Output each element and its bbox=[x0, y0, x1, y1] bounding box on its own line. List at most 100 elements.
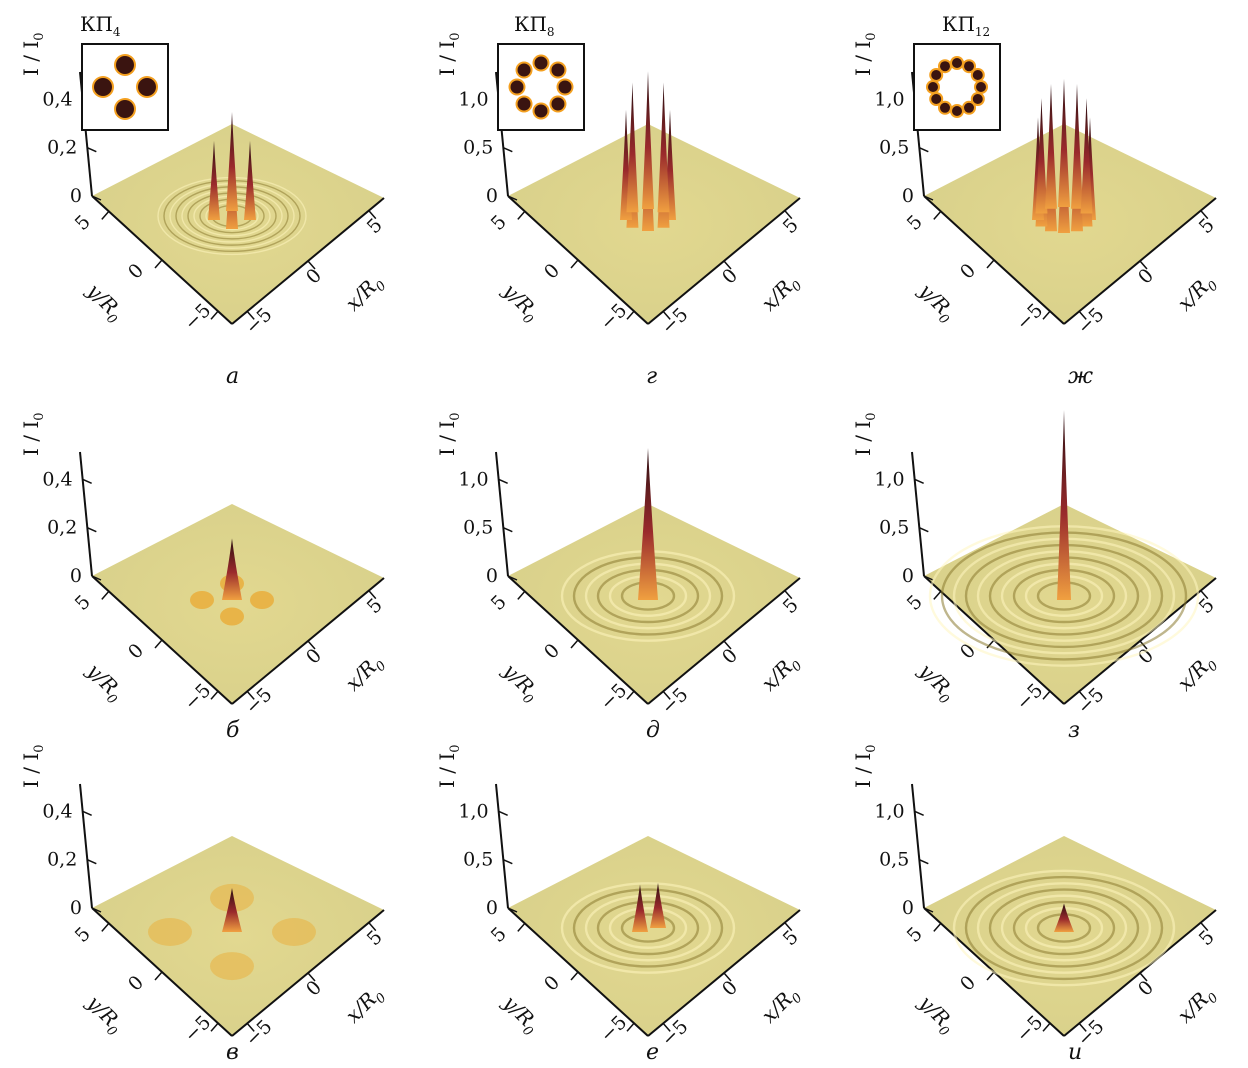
x-tick-label: 5 bbox=[1195, 214, 1219, 238]
surface-features bbox=[952, 869, 1176, 987]
z-axis-label: I / I0 bbox=[19, 32, 47, 76]
panel-a: 0 0,2 0,4 I / I0 5 0 −5 y/R0 −5 0 5 x/R0 КП4 а bbox=[0, 0, 416, 389]
y-tick-label: 0 bbox=[956, 259, 980, 283]
x-tick-label: 0 bbox=[718, 264, 742, 288]
x-axis-label: x/R0 bbox=[757, 269, 806, 318]
surface-features bbox=[157, 112, 307, 256]
y-tick bbox=[154, 971, 163, 981]
z-tick bbox=[87, 526, 97, 533]
intensity-peak bbox=[632, 884, 648, 932]
x-axis-label: x/R0 bbox=[341, 981, 390, 1030]
y-tick bbox=[626, 1022, 635, 1032]
z-tick-label: 0 bbox=[486, 565, 498, 587]
inset-spot bbox=[964, 102, 974, 113]
panel-label-c: в bbox=[226, 1040, 239, 1065]
x-tick bbox=[1078, 310, 1087, 320]
y-tick bbox=[517, 922, 526, 932]
y-tick-label: 5 bbox=[903, 923, 927, 947]
x-tick-label: 0 bbox=[1134, 264, 1158, 288]
z-tick bbox=[87, 858, 97, 865]
intensity-peak bbox=[1045, 83, 1057, 209]
z-tick bbox=[498, 810, 508, 816]
z-tick bbox=[507, 575, 518, 581]
panel-label-d: г bbox=[646, 364, 658, 389]
z-tick bbox=[91, 195, 102, 201]
z-tick-label: 1,0 bbox=[874, 468, 904, 490]
y-tick bbox=[626, 310, 635, 320]
x-tick bbox=[1200, 590, 1209, 600]
z-axis-label: I / I0 bbox=[851, 412, 879, 456]
intensity-peak bbox=[1058, 78, 1070, 207]
intensity-peak bbox=[1071, 83, 1083, 209]
z-axis-label: I / I0 bbox=[435, 32, 463, 76]
x-tick bbox=[1200, 922, 1209, 932]
z-tick-label: 1,0 bbox=[874, 88, 904, 110]
x-tick bbox=[1078, 690, 1087, 700]
z-tick-label: 0 bbox=[70, 565, 82, 587]
ripple-ring bbox=[560, 882, 736, 974]
z-axis-edge bbox=[495, 451, 509, 577]
column-title-kp8: КП8 bbox=[514, 12, 555, 39]
z-axis-label: I / I0 bbox=[851, 744, 879, 788]
x-tick-label: 0 bbox=[302, 976, 326, 1000]
inset-spot bbox=[510, 80, 524, 94]
inset-spot-pattern bbox=[913, 43, 1001, 131]
y-axis-label: y/R0 bbox=[911, 278, 961, 328]
y-axis-label: y/R0 bbox=[495, 658, 545, 708]
intensity-peak bbox=[650, 882, 666, 928]
panel-c: 0 0,2 0,4 I / I0 5 0 −5 y/R0 −5 0 5 x/R0 в bbox=[0, 712, 416, 1068]
column-title-kp4: КП4 bbox=[80, 12, 121, 39]
y-tick bbox=[154, 259, 163, 269]
panel-label-a: а bbox=[226, 364, 240, 389]
y-tick-label: 5 bbox=[487, 591, 511, 615]
surface-floor bbox=[924, 504, 1216, 704]
inset-spot bbox=[952, 106, 962, 116]
z-tick bbox=[507, 907, 518, 913]
x-tick bbox=[1139, 972, 1148, 982]
y-tick bbox=[210, 310, 219, 320]
x-tick bbox=[784, 922, 793, 932]
y-tick bbox=[210, 1022, 219, 1032]
y-tick bbox=[933, 922, 942, 932]
inset-spot bbox=[931, 70, 942, 80]
y-tick bbox=[626, 690, 635, 700]
y-tick-label: 0 bbox=[540, 639, 564, 663]
z-tick-label: 1,0 bbox=[874, 800, 904, 822]
panel-g: 0 0,5 1,0 I / I0 5 0 −5 y/R0 −5 0 5 x/R0 КП12 ж bbox=[832, 0, 1248, 389]
inset-spot bbox=[928, 82, 938, 92]
x-tick bbox=[723, 640, 732, 650]
inset-spot-pattern bbox=[497, 43, 585, 131]
column-title-kp12: КП12 bbox=[942, 12, 991, 39]
x-tick bbox=[246, 310, 255, 320]
y-tick bbox=[933, 590, 942, 600]
z-axis-label: I / I0 bbox=[19, 412, 47, 456]
z-tick bbox=[914, 478, 924, 484]
x-tick bbox=[246, 690, 255, 700]
panel-f: 0 0,5 1,0 I / I0 5 0 −5 y/R0 −5 0 5 x/R0 е bbox=[416, 712, 832, 1068]
panel-label-g: ж bbox=[1068, 364, 1094, 389]
surface-features bbox=[1032, 78, 1096, 233]
z-axis-edge bbox=[911, 451, 925, 577]
x-axis-label: x/R0 bbox=[1173, 649, 1222, 698]
panel-e: 0 0,5 1,0 I / I0 5 0 −5 y/R0 −5 0 5 x/R0 д bbox=[416, 380, 832, 743]
z-tick-label: 0 bbox=[902, 185, 914, 207]
inset-spot bbox=[94, 78, 112, 96]
z-tick bbox=[91, 575, 102, 581]
z-axis-label: I / I0 bbox=[435, 744, 463, 788]
side-lobe bbox=[220, 607, 244, 626]
z-axis-edge bbox=[79, 451, 93, 577]
inset-spot bbox=[940, 61, 950, 72]
x-tick-label: 5 bbox=[1195, 926, 1219, 950]
intensity-peak bbox=[222, 888, 242, 932]
z-tick-label: 0,2 bbox=[47, 517, 77, 539]
inset-spot bbox=[517, 63, 531, 77]
z-axis-edge bbox=[911, 783, 925, 909]
